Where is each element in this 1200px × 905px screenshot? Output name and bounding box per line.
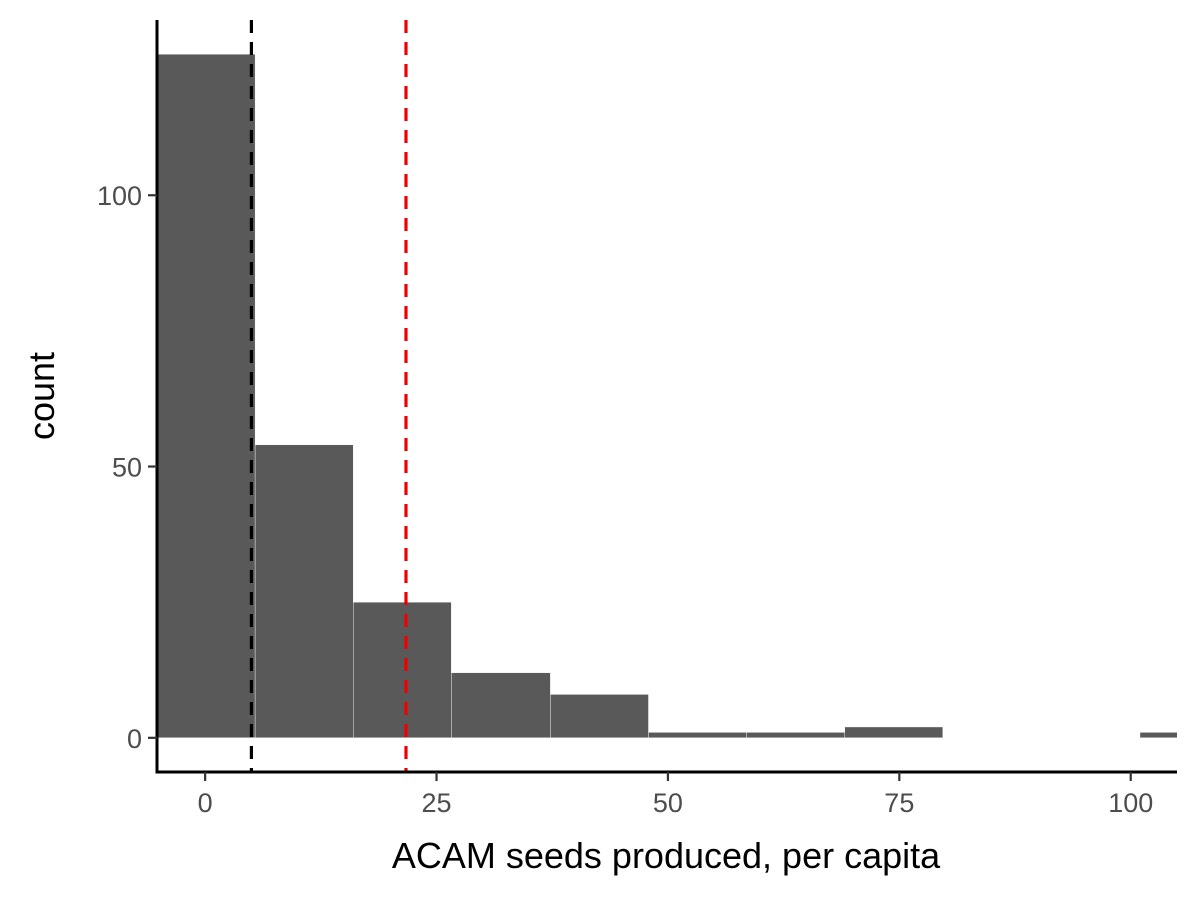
histogram-bar: [844, 726, 944, 739]
histogram-bar: [648, 732, 747, 739]
histogram-bar: [157, 53, 256, 739]
x-axis-title: ACAM seeds produced, per capita: [392, 835, 941, 876]
histogram-bar: [254, 444, 354, 739]
histogram-bar: [451, 672, 551, 739]
histogram-bar: [550, 694, 649, 739]
histogram-bar: [1139, 732, 1177, 739]
y-tick-label: 50: [112, 453, 142, 483]
histogram-bar: [353, 601, 452, 739]
x-tick-label: 75: [884, 788, 914, 818]
bars-layer: [157, 53, 1177, 739]
axes-layer: [155, 20, 1177, 774]
x-tick-label: 0: [198, 788, 213, 818]
x-tick-label: 100: [1108, 788, 1153, 818]
x-tick-label: 25: [422, 788, 452, 818]
histogram-bar: [746, 732, 845, 739]
x-tick-label: 50: [653, 788, 683, 818]
y-tick-label: 100: [97, 181, 142, 211]
y-axis-title: count: [21, 352, 62, 440]
ticks-layer: 0 25 50 75 100 0 50 100: [97, 181, 1153, 818]
reference-lines-layer: [249, 20, 408, 772]
y-tick-label: 0: [127, 724, 142, 754]
